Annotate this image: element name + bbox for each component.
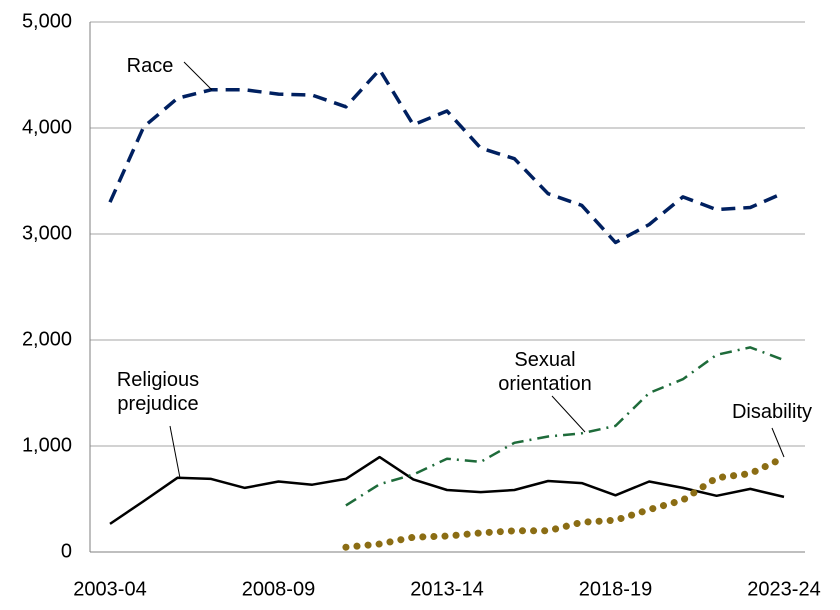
series-line bbox=[108, 67, 785, 245]
y-tick-label: 0 bbox=[61, 540, 72, 562]
leader-line bbox=[771, 427, 785, 458]
series-line bbox=[109, 455, 785, 525]
series-label: Sexual orientation bbox=[498, 349, 592, 395]
leader-line bbox=[551, 395, 586, 433]
y-tick-label: 5,000 bbox=[22, 10, 72, 32]
y-tick-label: 1,000 bbox=[22, 434, 72, 456]
x-tick-label: 2018-19 bbox=[579, 578, 652, 600]
series-label: Religious prejudice bbox=[116, 369, 200, 415]
x-tick-label: 2003-04 bbox=[73, 578, 146, 600]
x-tick-label: 2008-09 bbox=[242, 578, 315, 600]
leader-line bbox=[169, 425, 181, 479]
x-tick-label: 2013-14 bbox=[410, 578, 483, 600]
y-tick-label: 2,000 bbox=[22, 328, 72, 350]
series-line bbox=[345, 346, 785, 507]
x-tick-label: 2023-24 bbox=[747, 578, 820, 600]
series-label: Disability bbox=[731, 401, 813, 423]
series-label: Race bbox=[126, 55, 174, 77]
series-line bbox=[342, 454, 788, 551]
leader-line bbox=[183, 61, 213, 91]
y-tick-label: 4,000 bbox=[22, 116, 72, 138]
y-tick-label: 3,000 bbox=[22, 222, 72, 244]
